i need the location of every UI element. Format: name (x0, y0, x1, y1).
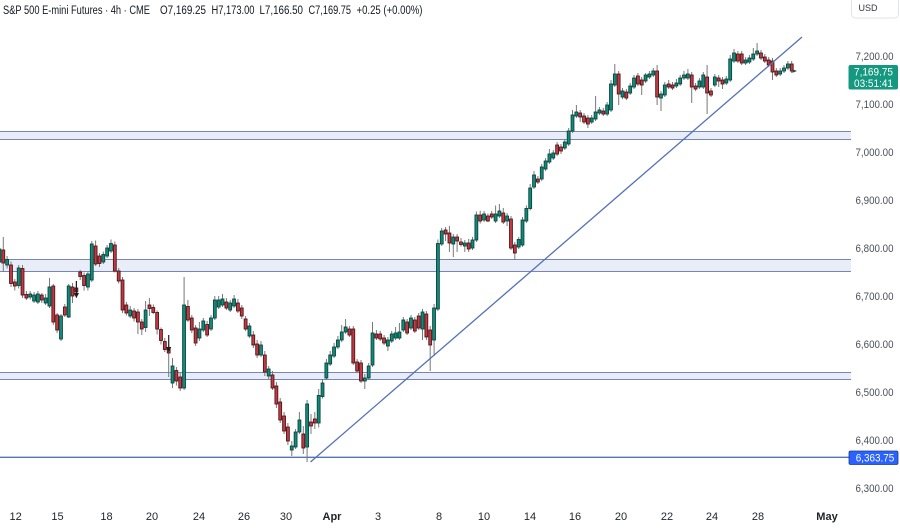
svg-text:7,000.00: 7,000.00 (856, 147, 894, 159)
svg-text:USD: USD (858, 3, 878, 13)
svg-text:20: 20 (615, 511, 627, 523)
svg-text:16: 16 (569, 511, 581, 523)
svg-text:8: 8 (436, 511, 442, 523)
svg-text:6,600.00: 6,600.00 (856, 339, 894, 351)
svg-text:Apr: Apr (323, 511, 343, 523)
svg-text:+0.25 (+0.00%): +0.25 (+0.00%) (357, 5, 423, 17)
svg-text:28: 28 (752, 511, 764, 523)
svg-text:H7,173.00: H7,173.00 (212, 5, 255, 17)
svg-text:May: May (816, 511, 838, 523)
svg-text:7,100.00: 7,100.00 (856, 99, 894, 111)
svg-text:24: 24 (706, 511, 718, 523)
svg-text:26: 26 (238, 511, 250, 523)
svg-text:7,169.75: 7,169.75 (854, 67, 893, 79)
svg-text:6,500.00: 6,500.00 (856, 387, 894, 399)
svg-text:20: 20 (146, 511, 158, 523)
svg-text:15: 15 (51, 511, 63, 523)
svg-text:6,363.75: 6,363.75 (856, 453, 895, 465)
svg-text:10: 10 (478, 511, 490, 523)
svg-text:03:51:41: 03:51:41 (854, 78, 893, 90)
svg-text:S&P 500 E-mini Futures · 4h ·: S&P 500 E-mini Futures · 4h · CME (3, 5, 150, 17)
svg-text:6,300.00: 6,300.00 (856, 483, 894, 495)
svg-text:7,200.00: 7,200.00 (856, 51, 894, 63)
svg-text:30: 30 (280, 511, 292, 523)
svg-text:C7,169.75: C7,169.75 (309, 5, 352, 17)
svg-text:6,400.00: 6,400.00 (856, 435, 894, 447)
svg-text:18: 18 (100, 511, 112, 523)
svg-text:6,800.00: 6,800.00 (856, 243, 894, 255)
svg-text:O7,169.25: O7,169.25 (160, 5, 206, 17)
svg-text:12: 12 (9, 511, 21, 523)
svg-text:6,700.00: 6,700.00 (856, 291, 894, 303)
svg-text:24: 24 (193, 511, 205, 523)
svg-text:6,900.00: 6,900.00 (856, 195, 894, 207)
svg-text:3: 3 (375, 511, 381, 523)
svg-text:L7,166.50: L7,166.50 (260, 5, 304, 17)
svg-text:14: 14 (524, 511, 536, 523)
svg-text:22: 22 (661, 511, 673, 523)
